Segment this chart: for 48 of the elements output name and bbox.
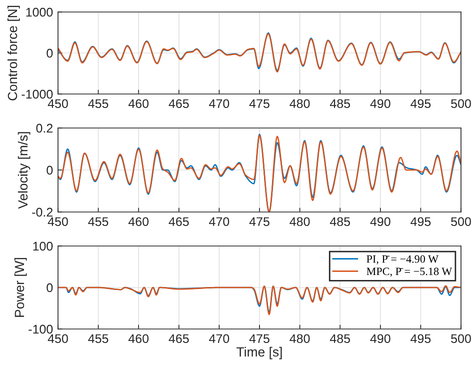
x-tick-label: 470 xyxy=(209,334,230,344)
x-axis-title: Time [s] xyxy=(236,346,282,360)
x-tick-label: 485 xyxy=(330,99,350,108)
x-tick-label: 475 xyxy=(249,334,270,344)
x-tick-label: 495 xyxy=(410,99,431,108)
x-tick-label: 475 xyxy=(249,217,270,226)
x-tick-label: 455 xyxy=(88,99,108,108)
x-tick-label: 465 xyxy=(168,334,189,344)
x-tick-label: 450 xyxy=(48,217,68,226)
y-tick-label: 0 xyxy=(46,283,53,292)
x-tick-label: 480 xyxy=(290,334,310,344)
x-tick-label: 455 xyxy=(88,217,108,226)
x-tick-label: 470 xyxy=(209,99,230,108)
x-tick-label: 480 xyxy=(290,217,310,226)
x-tick-label: 465 xyxy=(168,217,189,226)
x-tick-label: 485 xyxy=(330,334,350,344)
y-tick-label: 1000 xyxy=(26,8,53,17)
x-tick-label: 460 xyxy=(128,217,149,226)
x-tick-label: 460 xyxy=(128,334,149,344)
x-tick-label: 490 xyxy=(370,99,390,108)
y-tick-label: -100 xyxy=(28,324,53,334)
x-tick-label: 490 xyxy=(370,334,390,344)
x-tick-label: 500 xyxy=(451,99,471,108)
x-tick-label: 490 xyxy=(370,217,390,226)
x-tick-label: 480 xyxy=(290,99,310,108)
y-tick-label: 0.2 xyxy=(36,124,53,133)
y-tick-label: 100 xyxy=(33,242,53,251)
x-tick-label: 470 xyxy=(209,217,230,226)
y-tick-label: 0 xyxy=(46,166,53,175)
x-tick-label: 450 xyxy=(48,334,68,344)
y-axis-title: Velocity [m/s] xyxy=(18,132,30,209)
x-tick-label: 485 xyxy=(330,217,350,226)
legend-label: MPC, P̄ = −5.18 W xyxy=(366,268,452,277)
x-tick-label: 450 xyxy=(48,99,68,108)
y-axis-title: Control force [N] xyxy=(7,6,20,100)
legend-label: PI, P̄ = −4.90 W xyxy=(366,255,438,264)
y-tick-label: -0.2 xyxy=(32,208,53,217)
x-tick-label: 495 xyxy=(410,334,431,344)
x-tick-label: 475 xyxy=(249,99,270,108)
x-tick-label: 500 xyxy=(451,217,471,226)
x-tick-label: 460 xyxy=(128,99,149,108)
x-tick-label: 465 xyxy=(168,99,189,108)
y-tick-label: -1000 xyxy=(22,90,53,99)
y-axis-title: Power [W] xyxy=(14,258,27,317)
x-tick-label: 455 xyxy=(88,334,108,344)
x-tick-label: 500 xyxy=(451,334,471,344)
y-tick-label: 0 xyxy=(46,48,53,58)
x-tick-label: 495 xyxy=(410,217,431,226)
